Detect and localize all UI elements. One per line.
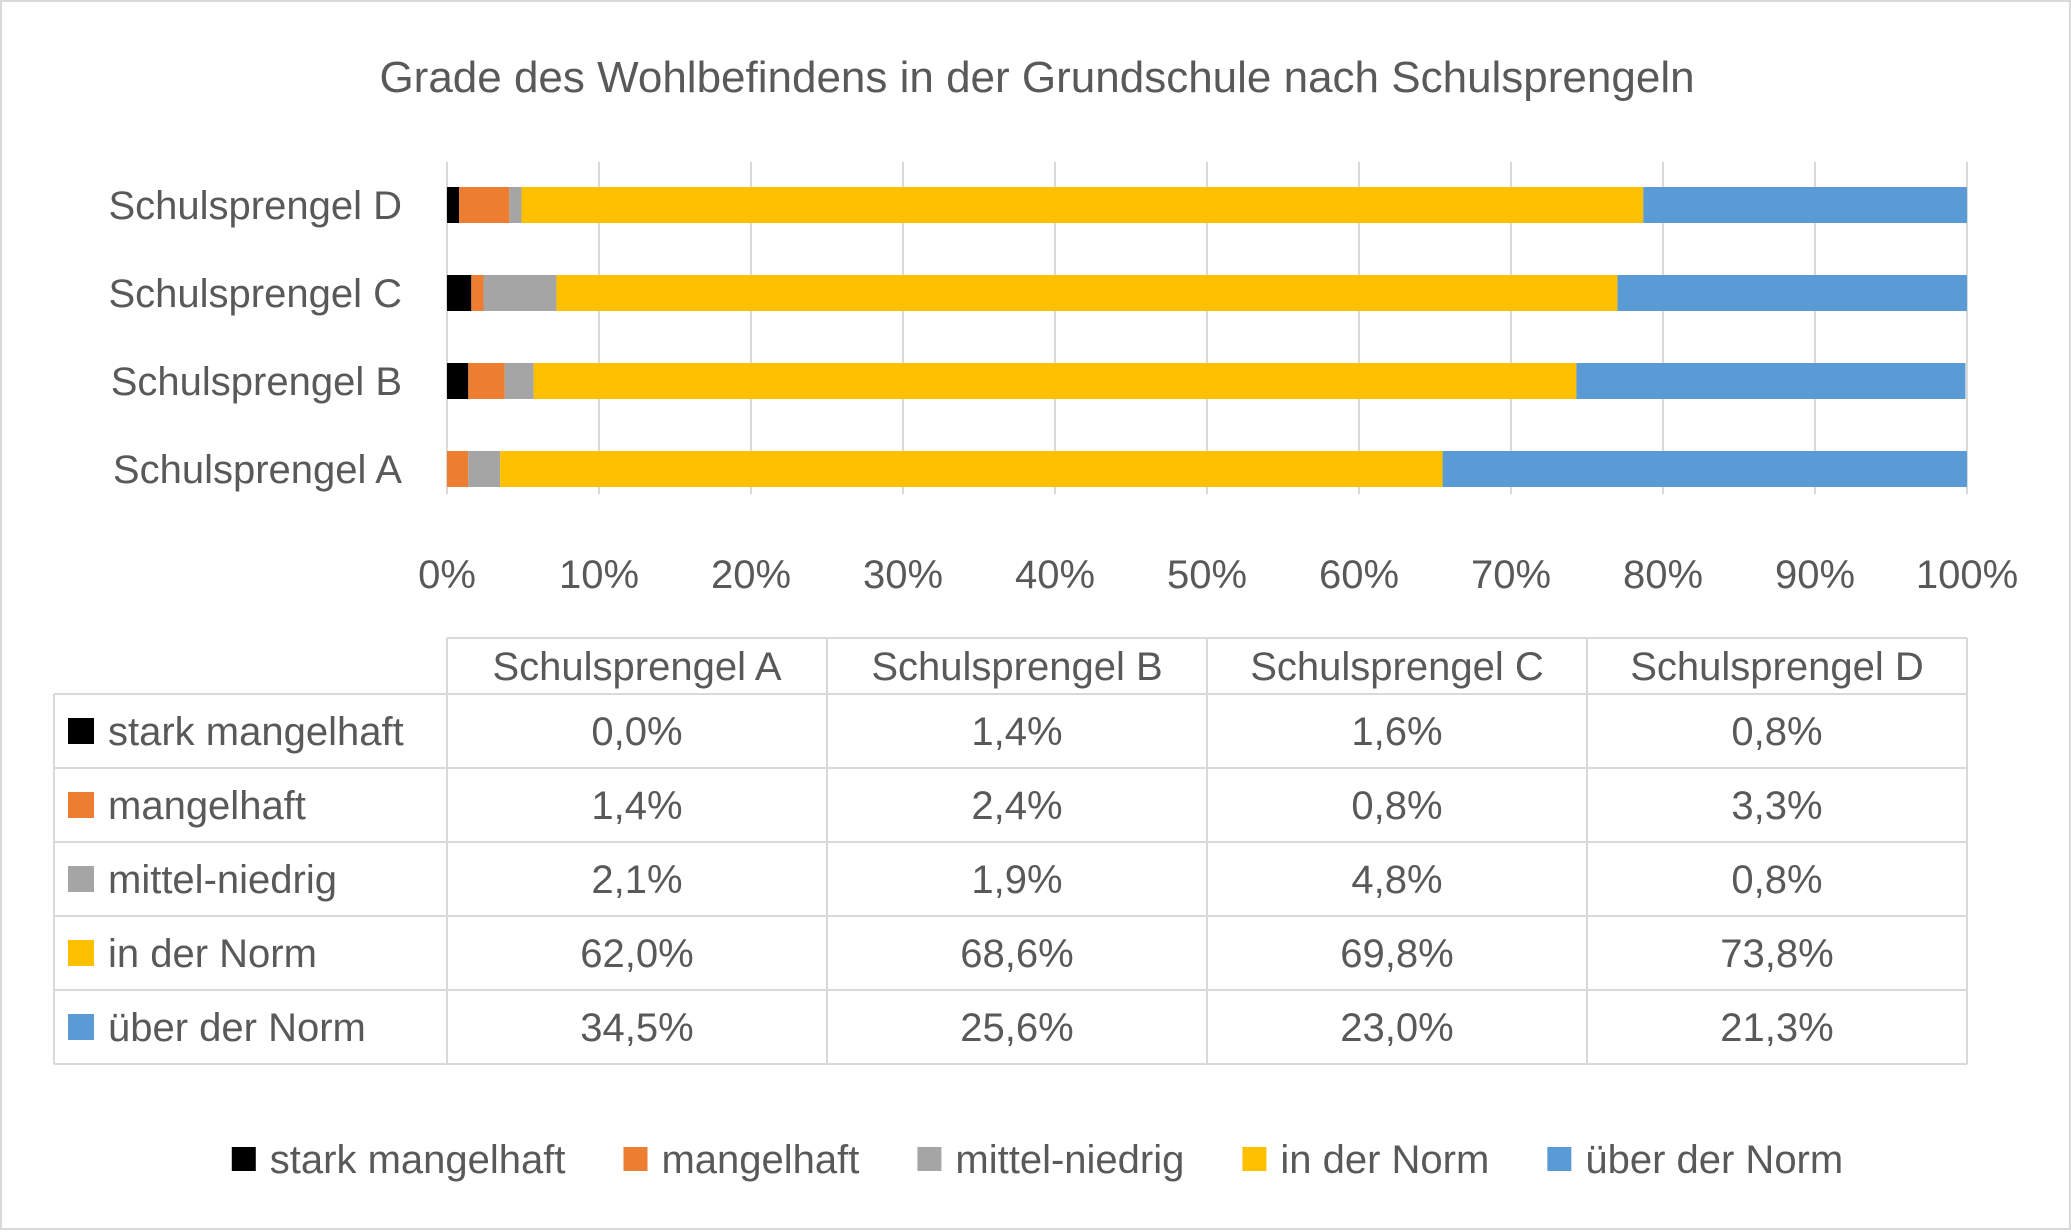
table-cell: 23,0% (1340, 1006, 1453, 1050)
table-legend-key (68, 1014, 94, 1040)
table-cell: 0,8% (1731, 710, 1822, 754)
table-header-cell: Schulsprengel D (1630, 645, 1924, 689)
legend-label: mittel-niedrig (955, 1138, 1184, 1182)
x-tick-label: 10% (559, 553, 639, 597)
axis-labels: 0% 10% 20% 30% 40% 50% 60% 70% 80% 90% 100% Schulsp… (109, 184, 2019, 597)
x-tick-label: 70% (1471, 553, 1551, 597)
table-cell: 62,0% (580, 932, 693, 976)
bar-in-der-norm-schulsprengel-d (521, 187, 1644, 223)
data-table: Schulsprengel A Schulsprengel B Schulspren… (53, 637, 1968, 1065)
table-row-label: mittel-niedrig (108, 858, 337, 902)
table-legend-key (68, 792, 94, 818)
table-header-cell: Schulsprengel C (1250, 645, 1544, 689)
x-tick-label: 20% (711, 553, 791, 597)
bar-ueber-der-norm-schulsprengel-a (1442, 451, 1967, 487)
table-cell: 1,4% (591, 784, 682, 828)
legend-key (231, 1147, 256, 1171)
legend-label: stark mangelhaft (270, 1138, 566, 1182)
x-tick-label: 100% (1916, 553, 2018, 597)
x-tick-label: 60% (1319, 553, 1399, 597)
bar-mangelhaft-schulsprengel-c (471, 275, 484, 311)
bar-stark-mangelhaft-schulsprengel-c (447, 275, 472, 311)
bars (447, 187, 1967, 487)
legend-key (1242, 1147, 1267, 1171)
x-tick-label: 90% (1775, 553, 1855, 597)
table-legend-key (68, 718, 94, 744)
table-cell: 0,8% (1351, 784, 1442, 828)
table-cell: 4,8% (1351, 858, 1442, 902)
legend-label: mangelhaft (661, 1138, 859, 1182)
legend-key (623, 1147, 648, 1171)
table-cell: 1,9% (971, 858, 1062, 902)
legend: stark mangelhaft mangelhaft mittel-niedrig… (231, 1138, 1843, 1182)
legend-key (917, 1147, 942, 1171)
bar-in-der-norm-schulsprengel-a (500, 451, 1443, 487)
bar-ueber-der-norm-schulsprengel-c (1617, 275, 1967, 311)
table-legend-key (68, 940, 94, 966)
category-label: Schulsprengel D (109, 184, 403, 228)
chart-title: Grade des Wohlbefindens in der Grundschu… (379, 53, 1694, 102)
table-cell: 0,0% (591, 710, 682, 754)
bar-ueber-der-norm-schulsprengel-b (1576, 363, 1966, 399)
table-cell: 34,5% (580, 1006, 693, 1050)
bar-mittel-niedrig-schulsprengel-a (468, 451, 501, 487)
table-cell: 2,4% (971, 784, 1062, 828)
category-label: Schulsprengel C (109, 272, 403, 316)
table-cell: 0,8% (1731, 858, 1822, 902)
bar-in-der-norm-schulsprengel-b (533, 363, 1577, 399)
bar-mangelhaft-schulsprengel-d (459, 187, 510, 223)
table-row-label: über der Norm (108, 1006, 366, 1050)
x-tick-label: 30% (863, 553, 943, 597)
table-cell: 1,6% (1351, 710, 1442, 754)
table-cell: 3,3% (1731, 784, 1822, 828)
legend-label: über der Norm (1585, 1138, 1843, 1182)
bar-mittel-niedrig-schulsprengel-b (504, 363, 534, 399)
legend-label: in der Norm (1280, 1138, 1489, 1182)
bar-mangelhaft-schulsprengel-b (468, 363, 505, 399)
category-label: Schulsprengel B (111, 360, 402, 404)
table-header-cell: Schulsprengel B (871, 645, 1162, 689)
table-row-label: in der Norm (108, 932, 317, 976)
bar-stark-mangelhaft-schulsprengel-d (447, 187, 460, 223)
x-tick-label: 80% (1623, 553, 1703, 597)
table-cell: 1,4% (971, 710, 1062, 754)
table-header-cell: Schulsprengel A (492, 645, 781, 689)
table-row-label: mangelhaft (108, 784, 306, 828)
bar-mangelhaft-schulsprengel-a (447, 451, 469, 487)
table-legend-key (68, 866, 94, 892)
table-cell: 68,6% (960, 932, 1073, 976)
bar-in-der-norm-schulsprengel-c (556, 275, 1618, 311)
table-cell: 21,3% (1720, 1006, 1833, 1050)
table-cell: 73,8% (1720, 932, 1833, 976)
x-tick-label: 50% (1167, 553, 1247, 597)
bar-stark-mangelhaft-schulsprengel-b (447, 363, 469, 399)
bar-mittel-niedrig-schulsprengel-d (509, 187, 522, 223)
bar-ueber-der-norm-schulsprengel-d (1643, 187, 1967, 223)
x-tick-label: 0% (418, 553, 476, 597)
table-cell: 25,6% (960, 1006, 1073, 1050)
table-cell: 2,1% (591, 858, 682, 902)
category-label: Schulsprengel A (113, 448, 402, 492)
table-cell: 69,8% (1340, 932, 1453, 976)
bar-mittel-niedrig-schulsprengel-c (483, 275, 557, 311)
x-tick-label: 40% (1015, 553, 1095, 597)
legend-key (1547, 1147, 1572, 1171)
table-row-label: stark mangelhaft (108, 710, 404, 754)
